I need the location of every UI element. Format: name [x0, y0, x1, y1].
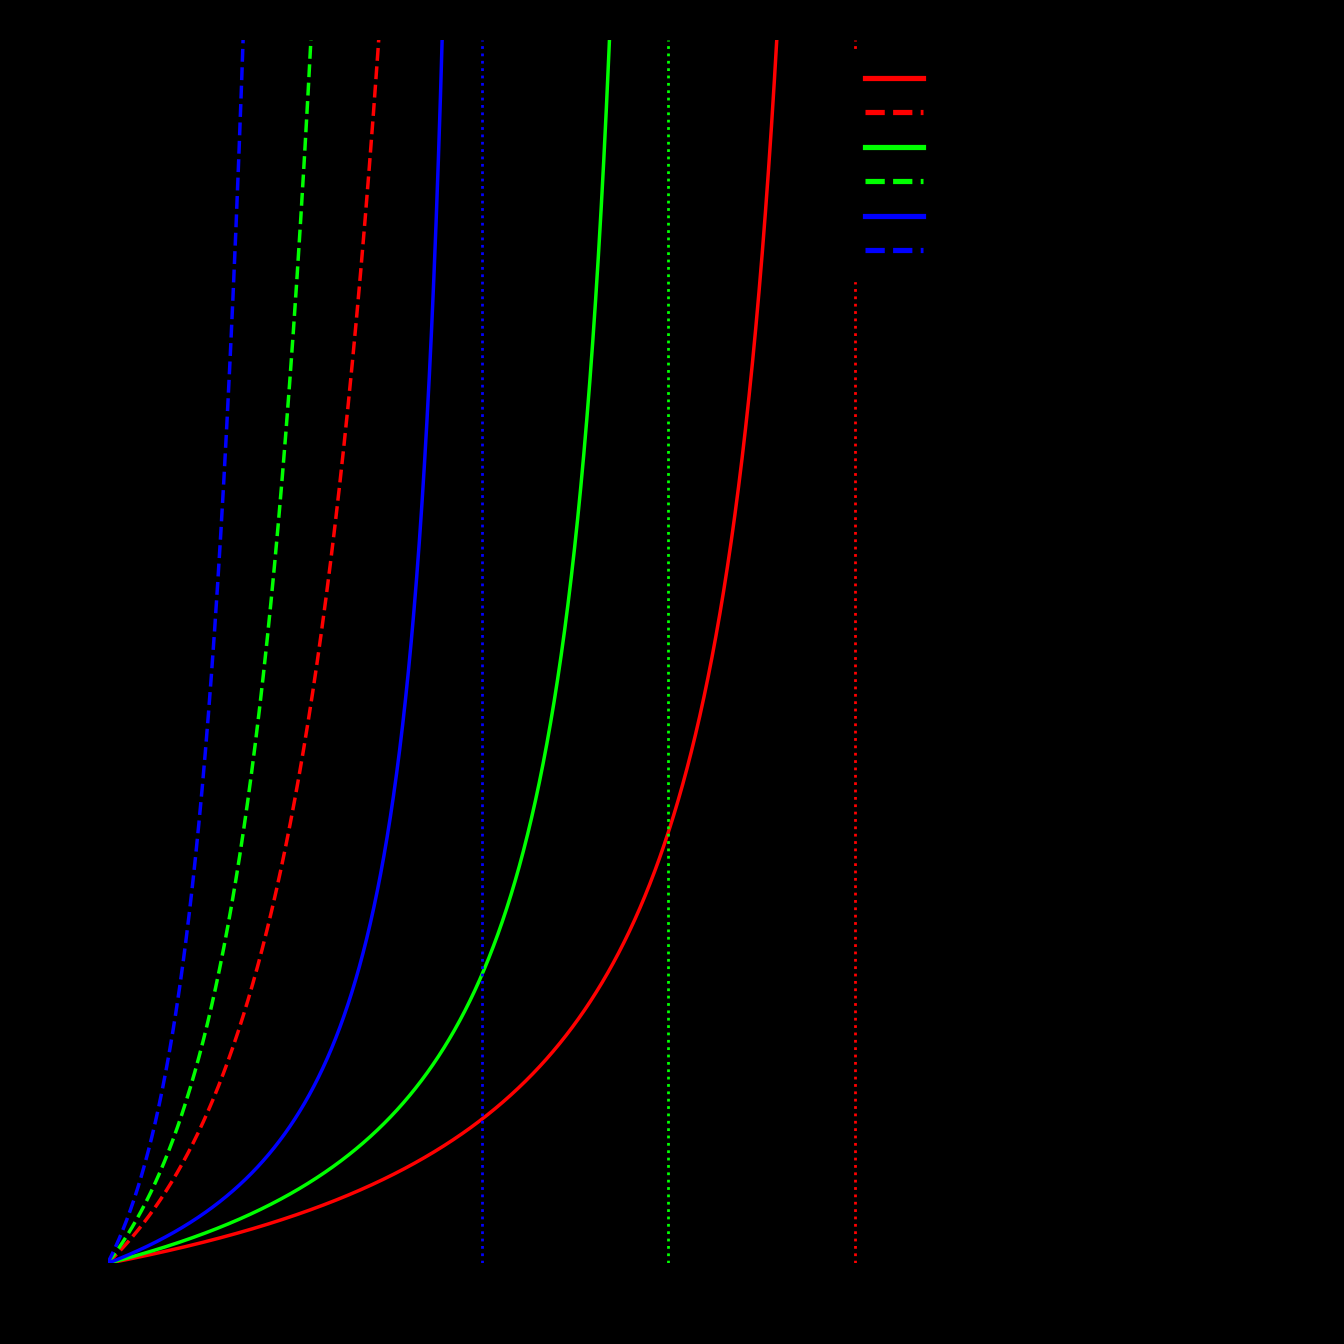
Legend: , , , , , : , , , , , [845, 50, 958, 281]
